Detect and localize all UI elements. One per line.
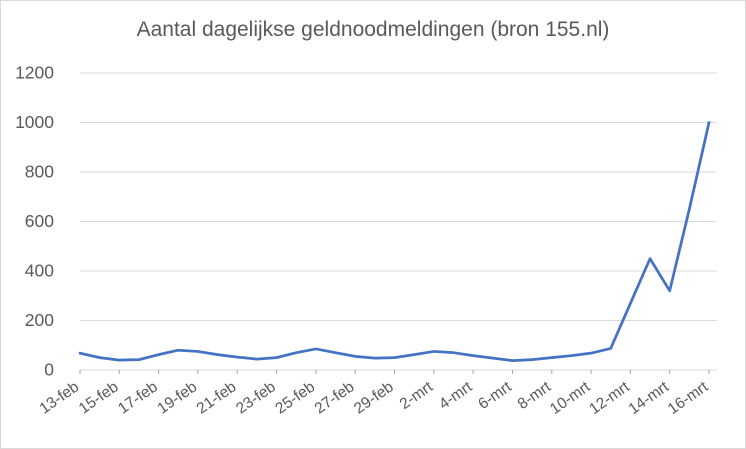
svg-text:19-feb: 19-feb [154, 378, 200, 417]
svg-text:600: 600 [25, 211, 54, 231]
svg-text:15-feb: 15-feb [76, 378, 122, 417]
svg-text:23-feb: 23-feb [233, 378, 279, 417]
svg-text:800: 800 [25, 162, 54, 182]
svg-text:27-feb: 27-feb [312, 378, 358, 417]
svg-text:17-feb: 17-feb [115, 378, 161, 417]
svg-text:21-feb: 21-feb [194, 378, 240, 417]
svg-text:25-feb: 25-feb [272, 378, 318, 417]
svg-text:1200: 1200 [15, 63, 54, 83]
svg-text:12-mrt: 12-mrt [586, 378, 633, 418]
svg-text:1000: 1000 [15, 112, 54, 132]
svg-text:10-mrt: 10-mrt [547, 378, 594, 418]
svg-text:14-mrt: 14-mrt [626, 378, 673, 418]
svg-text:2-mrt: 2-mrt [397, 378, 437, 413]
svg-text:400: 400 [25, 261, 54, 281]
svg-text:Aantal dagelijkse geldnoodmeld: Aantal dagelijkse geldnoodmeldingen (bro… [137, 18, 610, 41]
svg-text:16-mrt: 16-mrt [665, 378, 712, 418]
svg-text:13-feb: 13-feb [37, 378, 83, 417]
svg-text:4-mrt: 4-mrt [436, 378, 476, 413]
svg-text:29-feb: 29-feb [351, 378, 397, 417]
svg-text:6-mrt: 6-mrt [475, 378, 515, 413]
svg-text:0: 0 [44, 360, 54, 380]
svg-text:200: 200 [25, 310, 54, 330]
